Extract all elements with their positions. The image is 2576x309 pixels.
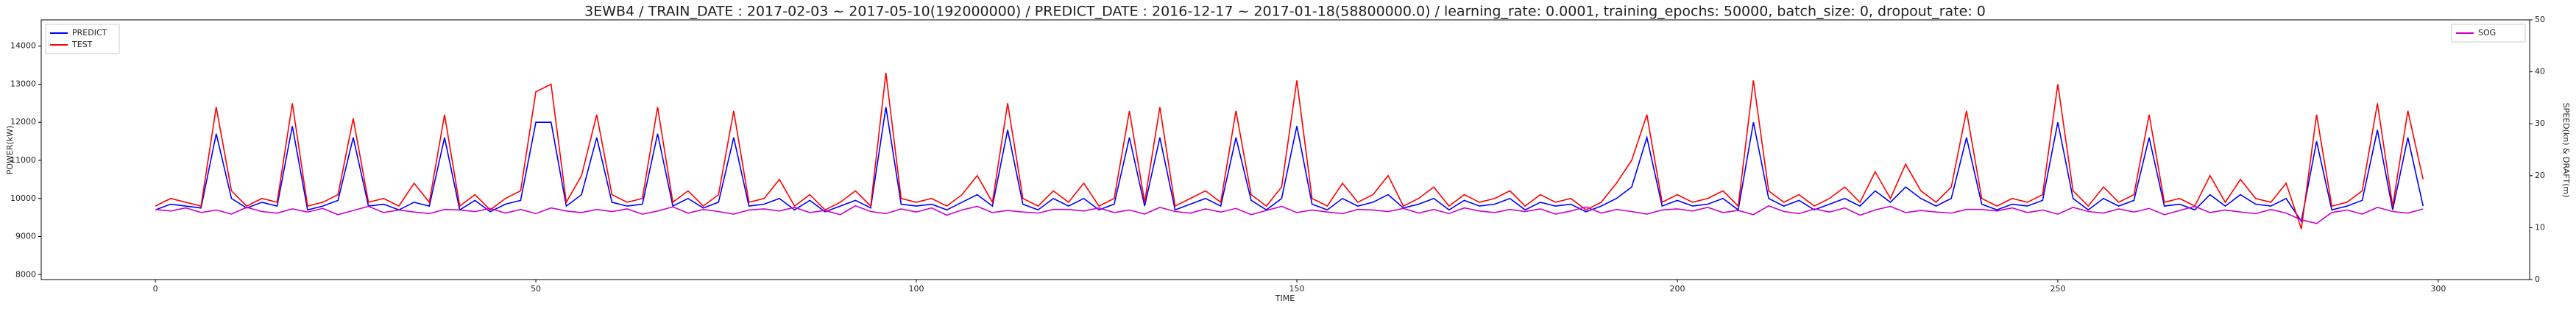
y-tick-label: 14000 [10,41,36,51]
y-tick-label: 13000 [10,79,36,88]
y2-tick-label: 10 [2535,222,2545,232]
y-tick-label: 12000 [10,117,36,127]
legend-box [45,24,120,54]
series-line [155,107,2424,223]
y-tick-label: 10000 [10,193,36,203]
y-axis-label: POWER(kW) [5,126,15,175]
x-tick-label: 50 [531,284,541,294]
x-tick-label: 250 [2050,284,2065,294]
y-tick-label: 11000 [10,155,36,165]
y-tick-label: 8000 [15,269,36,279]
legend-label: PREDICT [72,28,107,38]
y2-tick-label: 40 [2535,67,2545,77]
chart-title: 3EWB4 / TRAIN_DATE : 2017-02-03 ~ 2017-0… [584,4,1986,20]
x-tick-label: 0 [153,284,158,294]
y-tick-label: 9000 [15,232,36,241]
x-axis-label: TIME [1275,294,1295,303]
y2-tick-label: 20 [2535,171,2545,180]
y2-axis-label: SPEED(kn) & DRAFT(m) [2561,103,2571,198]
x-tick-label: 300 [2430,284,2446,294]
y2-tick-label: 30 [2535,118,2545,128]
series-line [155,205,2424,224]
legend-label: TEST [71,40,93,49]
legend-label: SOG [2478,28,2496,38]
series-line [155,72,2424,230]
legend-box [2451,24,2526,43]
x-tick-label: 150 [1289,284,1305,294]
y2-tick-label: 50 [2535,15,2545,24]
plot-frame [40,19,2530,280]
x-tick-label: 100 [909,284,924,294]
x-tick-label: 200 [1669,284,1685,294]
y2-tick-label: 0 [2535,274,2540,284]
